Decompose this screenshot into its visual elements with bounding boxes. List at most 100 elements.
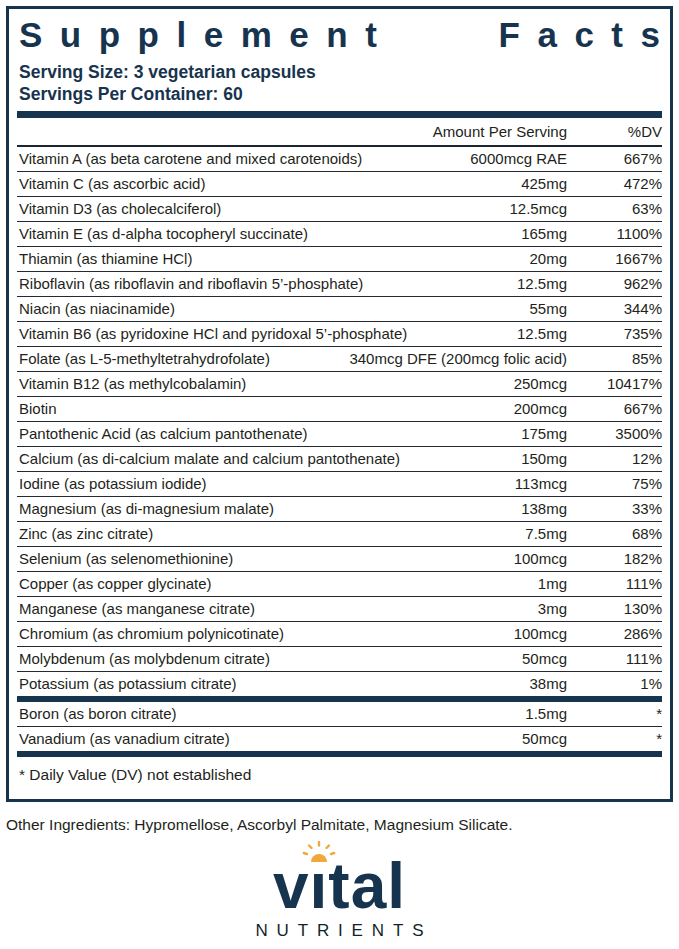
table-row: Vitamin E (as d-alpha tocopheryl succina…	[17, 222, 662, 247]
table-row: Boron (as boron citrate) 1.5mg *	[17, 702, 662, 727]
nutrient-name: Calcium (as di-calcium malate and calciu…	[17, 450, 521, 467]
nutrient-name: Chromium (as chromium polynicotinate)	[17, 625, 514, 642]
nutrient-amount: 138mg	[521, 500, 567, 517]
nutrient-name: Vanadium (as vanadium citrate)	[17, 730, 522, 747]
nutrient-amount: 50mcg	[522, 650, 567, 667]
nutrient-name: Pantothenic Acid (as calcium pantothenat…	[17, 425, 521, 442]
nutrient-amount: 12.5mcg	[509, 200, 567, 217]
table-row: Zinc (as zinc citrate) 7.5mg 68%	[17, 522, 662, 547]
nutrient-name: Molybdenum (as molybdenum citrate)	[17, 650, 522, 667]
nutrient-dv: *	[567, 705, 662, 722]
dv-footnote: * Daily Value (DV) not established	[17, 757, 662, 799]
nutrient-amount: 1mg	[538, 575, 567, 592]
nutrient-name: Folate (as L-5-methyltetrahydrofolate)	[17, 350, 349, 367]
nutrient-name: Thiamin (as thiamine HCl)	[17, 250, 529, 267]
nutrient-name: Selenium (as selenomethionine)	[17, 550, 514, 567]
nutrient-name: Zinc (as zinc citrate)	[17, 525, 525, 542]
nutrient-amount: 50mcg	[522, 730, 567, 747]
nutrient-dv: 111%	[567, 575, 662, 592]
no-dv-table: Boron (as boron citrate) 1.5mg * Vanadiu…	[17, 702, 662, 751]
nutrient-amount: 340mcg DFE (200mcg folic acid)	[349, 350, 567, 367]
nutrient-name: Boron (as boron citrate)	[17, 705, 525, 722]
nutrient-dv: 735%	[567, 325, 662, 342]
table-row: Riboflavin (as riboflavin and riboflavin…	[17, 272, 662, 297]
table-row: Vanadium (as vanadium citrate) 50mcg *	[17, 727, 662, 751]
nutrient-amount: 20mg	[529, 250, 567, 267]
nutrient-dv: 1%	[567, 675, 662, 692]
brand-letters-tal: tal	[328, 850, 406, 922]
nutrient-amount: 425mg	[521, 175, 567, 192]
nutrient-name: Magnesium (as di-magnesium malate)	[17, 500, 521, 517]
table-row: Vitamin B12 (as methylcobalamin) 250mcg …	[17, 372, 662, 397]
nutrient-dv: *	[567, 730, 662, 747]
brand-letter-i: ı	[310, 854, 329, 918]
nutrient-dv: 1100%	[567, 225, 662, 242]
nutrient-dv: 85%	[567, 350, 662, 367]
serving-size: Serving Size: 3 vegetarian capsules	[17, 61, 662, 83]
nutrient-dv: 130%	[567, 600, 662, 617]
nutrient-dv: 286%	[567, 625, 662, 642]
nutrient-name: Riboflavin (as riboflavin and riboflavin…	[17, 275, 517, 292]
nutrient-dv: 962%	[567, 275, 662, 292]
nutrient-dv: 68%	[567, 525, 662, 542]
nutrient-amount: 6000mcg RAE	[470, 150, 567, 167]
nutrient-name: Vitamin B6 (as pyridoxine HCl and pyrido…	[17, 325, 517, 342]
brand-wordmark: vı tal	[273, 854, 406, 918]
nutrient-dv: 3500%	[567, 425, 662, 442]
brand-subname: NUTRIENTS	[255, 921, 432, 941]
nutrient-dv: 667%	[567, 150, 662, 167]
nutrient-amount: 250mcg	[514, 375, 567, 392]
table-row: Vitamin D3 (as cholecalciferol) 12.5mcg …	[17, 197, 662, 222]
nutrient-dv: 63%	[567, 200, 662, 217]
nutrient-dv: 182%	[567, 550, 662, 567]
table-row: Potassium (as potassium citrate) 38mg 1%	[17, 672, 662, 696]
table-header: Amount Per Serving %DV	[17, 118, 662, 147]
nutrient-name: Vitamin E (as d-alpha tocopheryl succina…	[17, 225, 521, 242]
nutrient-name: Vitamin C (as ascorbic acid)	[17, 175, 521, 192]
nutrient-name: Manganese (as manganese citrate)	[17, 600, 538, 617]
nutrient-table: Vitamin A (as beta carotene and mixed ca…	[17, 147, 662, 696]
nutrient-dv: 344%	[567, 300, 662, 317]
nutrient-dv: 33%	[567, 500, 662, 517]
panel-title: Supplement Facts	[17, 13, 662, 61]
column-header-dv: %DV	[567, 123, 662, 140]
column-header-amount: Amount Per Serving	[433, 123, 567, 140]
table-row: Iodine (as potassium iodide) 113mcg 75%	[17, 472, 662, 497]
table-row: Vitamin A (as beta carotene and mixed ca…	[17, 147, 662, 172]
table-row: Copper (as copper glycinate) 1mg 111%	[17, 572, 662, 597]
nutrient-amount: 165mg	[521, 225, 567, 242]
nutrient-amount: 12.5mg	[517, 325, 567, 342]
nutrient-dv: 75%	[567, 475, 662, 492]
brand-logo: vı tal NUTRIENTS	[0, 854, 679, 941]
nutrient-amount: 55mg	[529, 300, 567, 317]
nutrient-amount: 100mcg	[514, 550, 567, 567]
nutrient-amount: 175mg	[521, 425, 567, 442]
nutrient-name: Biotin	[17, 400, 514, 417]
nutrient-name: Vitamin B12 (as methylcobalamin)	[17, 375, 514, 392]
nutrient-amount: 38mg	[529, 675, 567, 692]
table-row: Molybdenum (as molybdenum citrate) 50mcg…	[17, 647, 662, 672]
table-row: Magnesium (as di-magnesium malate) 138mg…	[17, 497, 662, 522]
nutrient-dv: 12%	[567, 450, 662, 467]
table-row: Vitamin C (as ascorbic acid) 425mg 472%	[17, 172, 662, 197]
table-row: Manganese (as manganese citrate) 3mg 130…	[17, 597, 662, 622]
nutrient-name: Vitamin D3 (as cholecalciferol)	[17, 200, 509, 217]
table-row: Chromium (as chromium polynicotinate) 10…	[17, 622, 662, 647]
nutrient-amount: 200mcg	[514, 400, 567, 417]
nutrient-amount: 12.5mg	[517, 275, 567, 292]
nutrient-dv: 111%	[567, 650, 662, 667]
nutrient-name: Iodine (as potassium iodide)	[17, 475, 515, 492]
nutrient-dv: 10417%	[567, 375, 662, 392]
nutrient-name: Vitamin A (as beta carotene and mixed ca…	[17, 150, 470, 167]
table-row: Biotin 200mcg 667%	[17, 397, 662, 422]
nutrient-name: Potassium (as potassium citrate)	[17, 675, 529, 692]
nutrient-dv: 1667%	[567, 250, 662, 267]
nutrient-amount: 150mg	[521, 450, 567, 467]
divider-thick-top	[17, 111, 662, 118]
table-row: Pantothenic Acid (as calcium pantothenat…	[17, 422, 662, 447]
supplement-facts-panel: Supplement Facts Serving Size: 3 vegetar…	[6, 6, 673, 802]
table-row: Vitamin B6 (as pyridoxine HCl and pyrido…	[17, 322, 662, 347]
title-word-facts: Facts	[499, 15, 678, 55]
nutrient-amount: 1.5mg	[525, 705, 567, 722]
table-row: Thiamin (as thiamine HCl) 20mg 1667%	[17, 247, 662, 272]
